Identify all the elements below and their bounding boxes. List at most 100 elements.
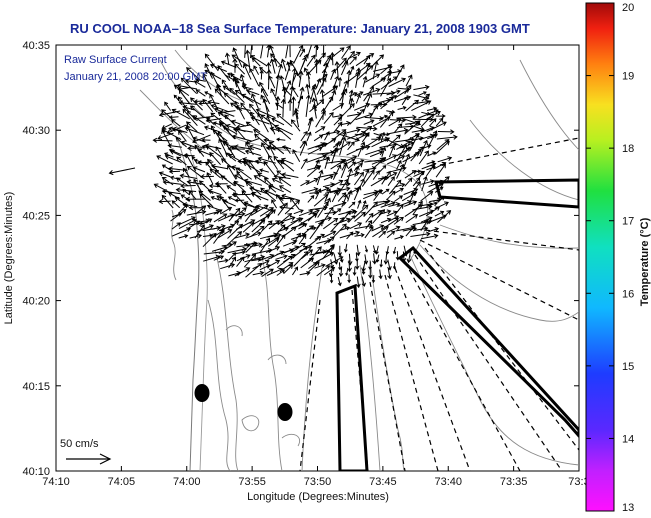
current-vector [435, 163, 446, 178]
chart-title: RU COOL NOAA–18 Sea Surface Temperature:… [70, 21, 530, 36]
current-vector [171, 222, 181, 230]
current-vector [298, 209, 314, 217]
current-vector [193, 158, 203, 163]
current-vector [349, 108, 365, 125]
current-vector [260, 45, 264, 59]
current-vector [361, 132, 370, 143]
current-vector [204, 63, 213, 79]
current-vector [176, 156, 187, 166]
current-vector [354, 165, 360, 177]
current-vector [182, 167, 190, 178]
current-vector [369, 150, 384, 158]
current-vector [217, 111, 229, 120]
current-vector [218, 241, 237, 255]
current-vector [434, 210, 445, 217]
current-vector [186, 165, 203, 178]
current-vector [253, 129, 270, 141]
current-vector [410, 191, 416, 202]
current-vector [315, 252, 335, 263]
current-vector [307, 194, 315, 203]
current-vector [218, 138, 227, 155]
current-vector [161, 194, 174, 209]
current-vector [427, 130, 438, 148]
current-vector [362, 200, 367, 209]
current-vector [341, 193, 349, 208]
current-vector [372, 170, 380, 180]
current-vector [164, 154, 182, 164]
current-vector [243, 161, 261, 173]
colorbar-tick-label: 19 [622, 71, 634, 83]
current-vector [279, 195, 292, 202]
current-vector [306, 54, 316, 67]
current-vector [404, 170, 417, 179]
current-vector [412, 177, 421, 187]
current-vector [330, 68, 336, 80]
current-vector [420, 219, 429, 231]
current-vector [283, 215, 296, 222]
current-vector [338, 262, 342, 271]
current-vector [233, 232, 250, 239]
colorbar-tick-label: 15 [622, 361, 634, 373]
buoy-marker [277, 403, 293, 421]
current-vector [194, 224, 205, 239]
current-vector [189, 105, 205, 118]
current-vector [380, 77, 392, 97]
current-vector [271, 177, 283, 185]
current-vector [251, 93, 259, 109]
current-vector [257, 172, 269, 180]
scale-arrow [66, 453, 112, 465]
y-tick-label: 40:30 [22, 125, 50, 137]
current-vector [381, 188, 390, 195]
current-vector [259, 237, 270, 254]
current-vector [426, 201, 439, 207]
current-vector [298, 56, 307, 75]
current-vector [373, 132, 383, 138]
current-vector [204, 69, 222, 80]
current-vector [271, 199, 278, 209]
current-vector [396, 114, 417, 120]
current-vector [388, 118, 402, 127]
current-vector [436, 196, 446, 202]
current-vector [222, 199, 236, 207]
current-vector [437, 156, 453, 163]
current-vector [226, 185, 236, 193]
current-vector [263, 138, 275, 143]
current-vector [178, 218, 197, 230]
current-vector [378, 269, 383, 280]
current-vector [323, 96, 334, 111]
current-vector [234, 89, 254, 104]
current-vector [281, 172, 299, 178]
current-vector [404, 177, 413, 187]
current-vector [228, 252, 237, 261]
current-vector [371, 224, 385, 232]
current-vector [161, 176, 174, 186]
current-vector [387, 176, 395, 186]
current-vector [268, 144, 275, 156]
current-vector [383, 253, 389, 265]
current-vector [379, 259, 383, 268]
current-vector [340, 60, 349, 76]
current-vector [188, 190, 197, 200]
current-vector [227, 246, 248, 254]
current-vector [355, 276, 361, 289]
colorbar [585, 2, 615, 512]
current-vector [298, 70, 304, 88]
current-vector [322, 230, 337, 238]
current-vector [349, 56, 357, 65]
current-vector [249, 186, 270, 195]
current-vector [210, 112, 228, 126]
current-vector [249, 67, 260, 87]
current-vector [161, 129, 172, 147]
current-vector [314, 126, 326, 134]
current-vector [386, 89, 401, 96]
current-vector [245, 88, 260, 96]
current-vector [380, 131, 386, 142]
current-vector [330, 217, 345, 233]
current-vector [363, 92, 373, 113]
current-vector [220, 60, 236, 68]
current-vector [212, 129, 228, 142]
current-vector [231, 54, 251, 68]
current-vector [337, 245, 343, 257]
current-vector [242, 63, 252, 80]
current-vector [171, 200, 181, 209]
